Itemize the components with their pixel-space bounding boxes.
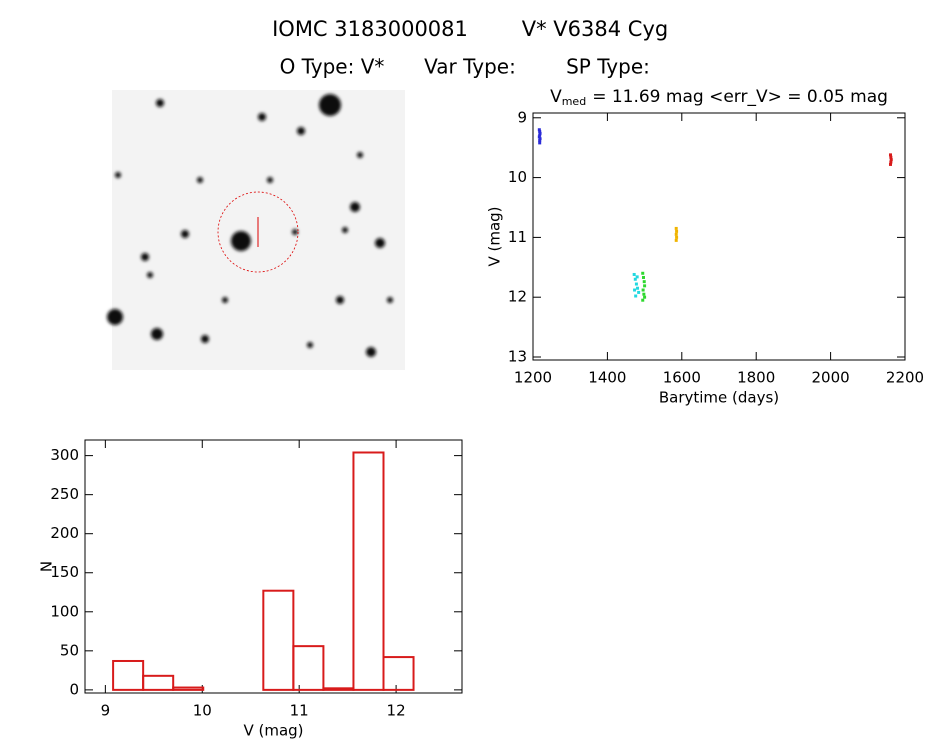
data-point (538, 141, 542, 145)
y-tick-label: 150 (50, 563, 79, 581)
histogram-bar (352, 451, 385, 691)
plot-frame (532, 112, 906, 361)
data-point (888, 153, 892, 157)
y-tick-label: 11 (508, 228, 527, 246)
y-tick-label: 13 (508, 348, 527, 366)
title-part: med (562, 95, 586, 108)
data-point (632, 272, 636, 276)
data-point (538, 130, 542, 134)
histogram-bar (112, 659, 145, 691)
x-tick-label: 2200 (886, 369, 924, 387)
histogram-bar (292, 645, 325, 691)
y-tick-label: 0 (69, 680, 79, 698)
y-tick-label: 200 (50, 524, 79, 542)
data-point (674, 232, 678, 236)
plot-frame (84, 439, 463, 694)
y-tick-label: 9 (517, 108, 527, 126)
data-point (643, 295, 647, 299)
data-point (674, 226, 678, 230)
chart-title: Vmed = 11.69 mag <err_V> = 0.05 mag (550, 87, 888, 108)
object-name: V* V6384 Cyg (522, 17, 668, 41)
histogram-bar (262, 589, 295, 691)
histogram-bar (142, 674, 175, 691)
y-tick-label: 50 (60, 641, 79, 659)
title-part: V (550, 87, 562, 107)
x-tick-label: 10 (193, 702, 212, 720)
y-tick-label: 12 (508, 288, 527, 306)
x-tick-label: 1400 (588, 369, 626, 387)
data-point (636, 286, 640, 290)
data-point (538, 137, 542, 141)
x-tick-label: 2000 (812, 369, 850, 387)
data-point (641, 271, 645, 275)
data-point (635, 275, 639, 279)
x-axis-label: V (mag) (243, 722, 303, 740)
data-point (538, 131, 542, 135)
data-point (675, 229, 679, 233)
title-part: = 11.69 mag <err_V> = 0.05 mag (592, 87, 888, 107)
sp-type: SP Type: (566, 55, 650, 79)
data-point (637, 290, 641, 294)
y-axis-label: V (mag) (486, 206, 504, 266)
data-point (537, 128, 541, 132)
data-point (634, 294, 638, 298)
y-tick-label: 10 (508, 168, 527, 186)
y-tick-label: 250 (50, 485, 79, 503)
data-point (641, 275, 645, 279)
x-tick-label: 12 (387, 702, 406, 720)
data-point (888, 162, 892, 166)
data-point (889, 158, 893, 162)
histogram-bar (382, 656, 415, 691)
data-point (674, 238, 678, 242)
data-point (641, 288, 645, 292)
object-type: O Type: V* (280, 55, 385, 79)
data-point (634, 282, 638, 286)
y-tick-label: 100 (50, 602, 79, 620)
histogram-bar (172, 686, 205, 691)
data-point (889, 160, 893, 164)
x-tick-label: 11 (290, 702, 309, 720)
sky-image (107, 90, 405, 370)
x-tick-label: 1600 (663, 369, 701, 387)
x-tick-label: 1200 (514, 369, 552, 387)
y-axis-label: N (38, 561, 56, 572)
data-point (641, 298, 645, 302)
data-point (642, 292, 646, 296)
data-point (633, 288, 637, 292)
data-point (675, 235, 679, 239)
y-tick-label: 300 (50, 446, 79, 464)
object-id: IOMC 3183000081 (272, 17, 468, 41)
var-type: Var Type: (424, 55, 516, 79)
data-point (642, 280, 646, 284)
data-point (643, 284, 647, 288)
data-point (633, 277, 637, 281)
x-axis-label: Barytime (days) (659, 389, 779, 407)
histogram-bar (322, 687, 355, 691)
x-tick-label: 1800 (737, 369, 775, 387)
data-point (537, 135, 541, 139)
x-tick-label: 9 (101, 702, 111, 720)
data-point (538, 139, 542, 143)
data-point (538, 133, 542, 137)
data-point (889, 155, 893, 159)
